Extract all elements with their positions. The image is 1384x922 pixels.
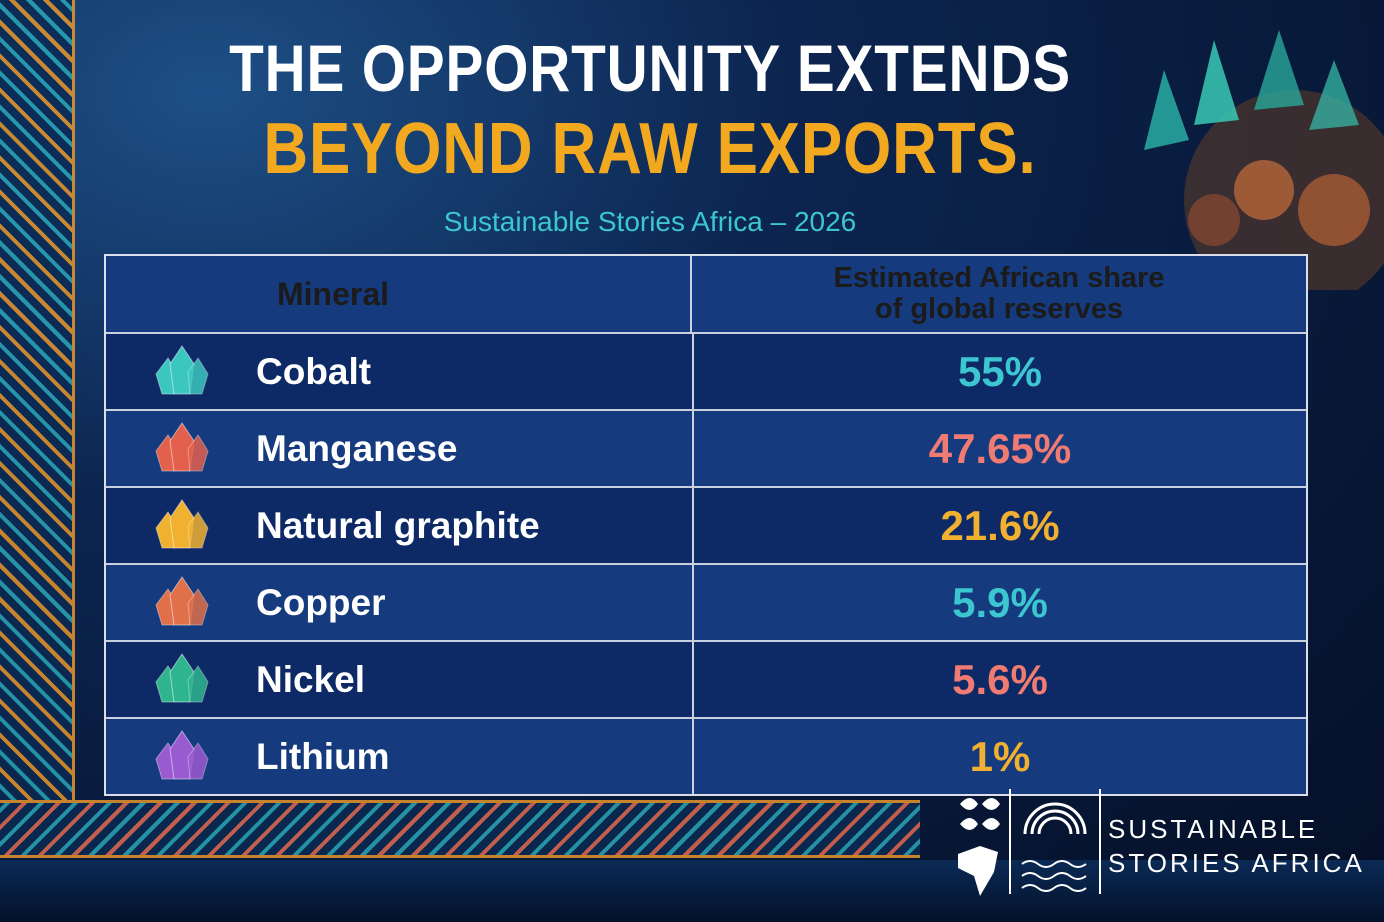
share-value: 21.6% xyxy=(940,501,1060,549)
mineral-name: Copper xyxy=(256,581,386,623)
gem-icon xyxy=(155,422,209,472)
cell: Cobalt xyxy=(106,334,694,409)
subtitle: Sustainable Stories Africa – 2026 xyxy=(443,206,857,237)
share-value: 5.9% xyxy=(952,578,1048,626)
cell: Natural graphite xyxy=(106,488,694,563)
cell: 5.9% xyxy=(694,565,1306,640)
table-row: Copper 5.9% xyxy=(106,563,1306,640)
cell: 47.65% xyxy=(694,411,1306,486)
gem-icon xyxy=(155,499,209,549)
mineral-name: Natural graphite xyxy=(256,504,540,546)
share-value: 55% xyxy=(957,347,1043,395)
table-row: Natural graphite 21.6% xyxy=(106,486,1306,563)
mineral-name: Lithium xyxy=(256,735,390,777)
gem-icon xyxy=(155,576,209,626)
gem-icon xyxy=(155,730,209,780)
logo xyxy=(958,789,1101,896)
share-value: 5.6% xyxy=(952,655,1048,703)
logo-text: SUSTAINABLE xyxy=(1108,814,1319,844)
share-value: 1% xyxy=(969,732,1031,780)
column-header: Estimated African share of global reserv… xyxy=(833,262,1165,325)
pattern-strip xyxy=(0,0,75,800)
mineral-name: Manganese xyxy=(256,427,458,469)
cell: 5.6% xyxy=(694,642,1306,717)
table-row: Nickel 5.6% xyxy=(106,640,1306,717)
cell: Nickel xyxy=(106,642,694,717)
table-row: Cobalt 55% xyxy=(106,332,1306,409)
waves xyxy=(0,860,1384,922)
title: BEYOND RAW EXPORTS. xyxy=(263,109,1037,189)
crystals-illustration xyxy=(1144,30,1384,290)
cell: Copper xyxy=(106,565,694,640)
table: Mineral Estimated African share of globa… xyxy=(104,254,1308,796)
mineral-name: Nickel xyxy=(256,658,366,700)
gem-icon xyxy=(155,653,209,703)
cell: 55% xyxy=(694,334,1306,409)
pattern-band xyxy=(0,800,920,858)
cell: 1% xyxy=(694,719,1306,794)
logo-text: STORIES AFRICA xyxy=(1108,848,1365,878)
cell: Manganese xyxy=(106,411,694,486)
cell: Lithium xyxy=(106,719,694,794)
title: THE OPPORTUNITY EXTENDS xyxy=(229,31,1071,105)
share-value: 47.65% xyxy=(928,424,1072,472)
mineral-name: Cobalt xyxy=(256,350,372,392)
table-row: Manganese 47.65% xyxy=(106,409,1306,486)
column-header: Mineral xyxy=(106,256,692,332)
header-row: Mineral Estimated African share of globa… xyxy=(106,256,1306,332)
cell: 21.6% xyxy=(694,488,1306,563)
table-row: Lithium 1% xyxy=(106,717,1306,794)
gem-icon xyxy=(155,345,209,395)
